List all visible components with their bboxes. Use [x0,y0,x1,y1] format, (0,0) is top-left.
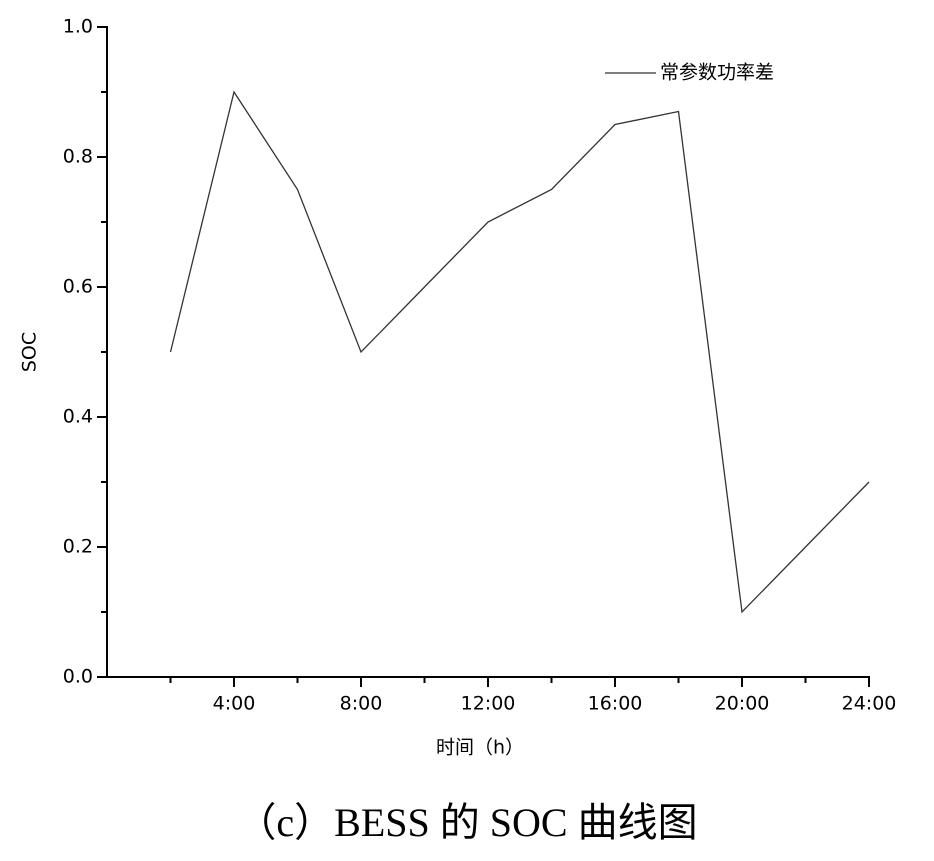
y-tick-label: 0.2 [63,536,93,558]
chart-title: （c）BESS 的 SOC 曲线图 [236,800,697,845]
y-tick-label: 0.0 [63,666,93,688]
y-axis-label: SOC [19,332,41,372]
x-tick-label: 16:00 [588,693,643,715]
x-tick-label: 4:00 [213,693,256,715]
y-tick-label: 0.8 [63,146,93,168]
y-tick-label: 0.6 [63,276,93,298]
x-tick-label: 8:00 [340,693,383,715]
x-tick-label: 20:00 [715,693,770,715]
legend-label: 常参数功率差 [660,62,774,84]
y-tick-label: 1.0 [63,16,93,38]
x-axis-label: 时间（h） [436,737,524,759]
y-tick-label: 0.4 [63,406,93,428]
x-tick-label: 12:00 [461,693,516,715]
x-tick-label: 24:00 [842,693,897,715]
series-line [169,90,870,614]
